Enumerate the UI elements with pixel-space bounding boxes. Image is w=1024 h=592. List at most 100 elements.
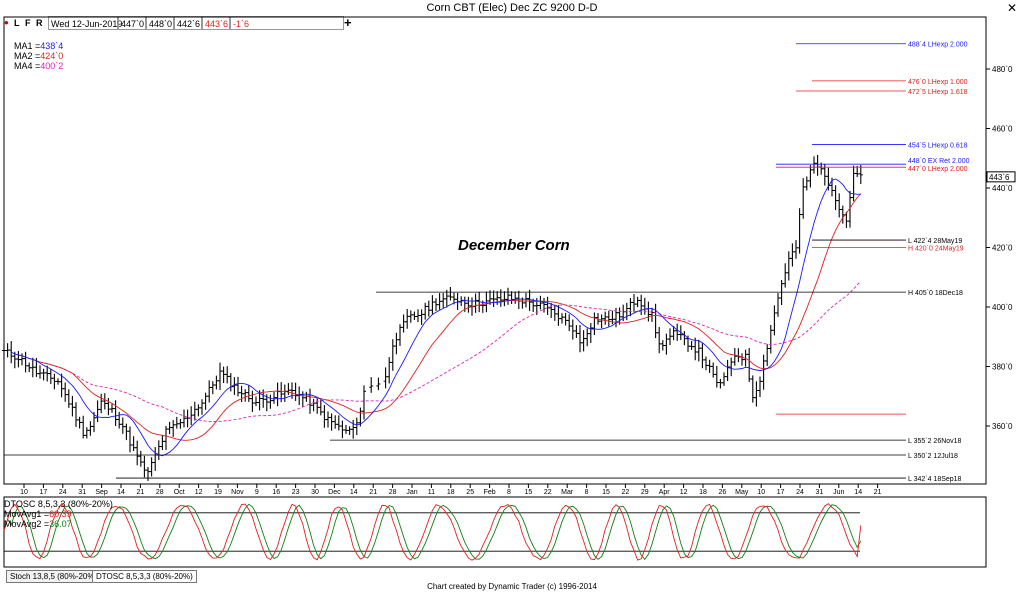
legend-ma4-value: 400`2 bbox=[40, 61, 64, 71]
x-tick-label: 8 bbox=[507, 489, 511, 496]
osc-mavg1-value: 60.39 bbox=[49, 509, 72, 519]
y-tick-label: 360`0 bbox=[992, 422, 1013, 431]
x-tick-label: 21 bbox=[369, 489, 377, 496]
legend-ma2-label: MA2 = bbox=[14, 51, 41, 61]
ma4-line bbox=[39, 280, 862, 422]
close-icon[interactable]: ✕ bbox=[1006, 1, 1018, 15]
record-icon[interactable]: ● bbox=[4, 18, 9, 27]
chart-annotation: December Corn bbox=[458, 237, 570, 254]
x-tick-label: Nov bbox=[231, 489, 244, 496]
level-label: L 355`2 26Nov18 bbox=[908, 438, 962, 445]
x-tick-label: 21 bbox=[874, 489, 882, 496]
legend-ma1-label: MA1 = bbox=[14, 41, 41, 51]
osc-label-text: DTOSC 8,5,3,3 (80%-20%) bbox=[4, 499, 113, 509]
x-tick-label: 25 bbox=[466, 489, 474, 496]
ma1-line bbox=[11, 178, 861, 457]
x-tick-label: Dec bbox=[328, 489, 341, 496]
x-tick-label: 15 bbox=[602, 489, 610, 496]
legend-ma2: MA2 =424`0 bbox=[4, 41, 63, 71]
osc-mavg1-label: MovAvg1 = bbox=[4, 509, 50, 519]
x-tick-label: 12 bbox=[680, 489, 688, 496]
x-tick-label: 28 bbox=[156, 489, 164, 496]
x-tick-label: 18 bbox=[699, 489, 707, 496]
current-price-box bbox=[986, 171, 1016, 183]
x-tick-label: 10 bbox=[20, 489, 28, 496]
y-tick-label: 480`0 bbox=[992, 65, 1013, 74]
x-tick-label: 30 bbox=[311, 489, 319, 496]
x-tick-label: 23 bbox=[292, 489, 300, 496]
x-tick-label: 26 bbox=[719, 489, 727, 496]
x-tick-label: 14 bbox=[854, 489, 862, 496]
level-label: L 422`4 28May19 bbox=[908, 238, 962, 245]
x-tick-label: 24 bbox=[796, 489, 804, 496]
price-plot-frame bbox=[3, 16, 987, 485]
x-tick-label: 19 bbox=[214, 489, 222, 496]
crosshair-icon[interactable]: + bbox=[344, 15, 352, 30]
x-tick-label: 10 bbox=[757, 489, 765, 496]
x-tick-label: 9 bbox=[255, 489, 259, 496]
x-tick-label: 21 bbox=[137, 489, 145, 496]
x-tick-label: 15 bbox=[525, 489, 533, 496]
level-label: H 405`0 18Dec18 bbox=[908, 290, 963, 297]
x-tick-label: 28 bbox=[389, 489, 397, 496]
y-tick-label: 440`0 bbox=[992, 184, 1013, 193]
legend-ma1-value: 438`4 bbox=[40, 41, 64, 51]
toolbar-letter-f[interactable]: F bbox=[25, 18, 31, 28]
y-tick-label: 380`0 bbox=[992, 363, 1013, 372]
x-tick-label: 22 bbox=[622, 489, 630, 496]
x-tick-label: 8 bbox=[585, 489, 589, 496]
level-label: 476`0 LHexp 1.000 bbox=[908, 79, 968, 86]
osc-mavg2: MovAvg2 =36.07 bbox=[4, 519, 72, 529]
x-tick-label: 29 bbox=[641, 489, 649, 496]
legend-ma4-label: MA4 = bbox=[14, 61, 41, 71]
level-label: 472`5 LHexp 1.618 bbox=[908, 89, 968, 96]
osc-label: DTOSC 8,5,3,3 (80%-20%) bbox=[4, 499, 113, 509]
osc-mavg2-label: MovAvg2 = bbox=[4, 519, 50, 529]
x-tick-label: 14 bbox=[117, 489, 125, 496]
x-tick-label: 14 bbox=[350, 489, 358, 496]
level-label: H 420`0 24May19 bbox=[908, 246, 964, 253]
x-tick-label: 12 bbox=[195, 489, 203, 496]
x-tick-label: Jan bbox=[406, 489, 417, 496]
toolbar-letter-r[interactable]: R bbox=[36, 18, 43, 28]
oscillator-movavg2 bbox=[3, 503, 862, 561]
chart-credit: Chart created by Dynamic Trader (c) 1996… bbox=[427, 582, 597, 591]
current-price-label: 443`6 bbox=[989, 173, 1010, 182]
x-tick-label: Apr bbox=[659, 489, 671, 496]
ma2-line bbox=[18, 193, 862, 441]
legend-ma4: MA4 =400`2 bbox=[4, 51, 63, 81]
level-label: L 350`2 12Jul18 bbox=[908, 453, 958, 460]
toolbar: ● L F R Wed 12-Jun-2019 447`0 448`0 442`… bbox=[0, 16, 1024, 30]
tab-dtosc[interactable]: DTOSC 8,5,3,3 (80%-20%) bbox=[92, 570, 197, 583]
y-tick-label: 400`0 bbox=[992, 303, 1013, 312]
x-tick-label: Feb bbox=[484, 489, 496, 496]
y-tick-label: 460`0 bbox=[992, 125, 1013, 134]
x-tick-label: Jun bbox=[833, 489, 844, 496]
level-label: L 342`4 18Sep18 bbox=[908, 476, 962, 483]
legend-ma2-value: 424`0 bbox=[40, 51, 64, 61]
x-tick-label: 24 bbox=[59, 489, 67, 496]
x-tick-label: Mar bbox=[561, 489, 574, 496]
x-tick-label: 11 bbox=[428, 489, 435, 496]
x-tick-label: 16 bbox=[272, 489, 280, 496]
toolbar-letter-l[interactable]: L bbox=[14, 18, 20, 28]
x-tick-label: 17 bbox=[40, 489, 48, 496]
x-tick-label: May bbox=[735, 489, 749, 496]
level-label: 454`5 LHexp 0.618 bbox=[908, 143, 968, 150]
osc-mavg1: MovAvg1 =60.39 bbox=[4, 509, 72, 519]
window-title: Corn CBT (Elec) Dec ZC 9200 D-D bbox=[426, 2, 598, 14]
level-label: 448`0 EX Ret 2.000 bbox=[908, 158, 970, 165]
price-bars bbox=[2, 154, 863, 481]
oscillator-movavg1 bbox=[3, 502, 862, 561]
x-tick-label: 18 bbox=[447, 489, 455, 496]
osc-mavg2-value: 36.07 bbox=[49, 519, 72, 529]
y-tick-label: 420`0 bbox=[992, 244, 1013, 253]
x-tick-label: 22 bbox=[544, 489, 552, 496]
x-tick-label: Sep bbox=[95, 489, 108, 496]
x-tick-label: Oct bbox=[174, 489, 185, 496]
level-label: 488`4 LHexp 2.000 bbox=[908, 42, 968, 49]
x-tick-label: 31 bbox=[78, 489, 86, 496]
x-tick-label: 31 bbox=[816, 489, 824, 496]
x-tick-label: 17 bbox=[777, 489, 785, 496]
